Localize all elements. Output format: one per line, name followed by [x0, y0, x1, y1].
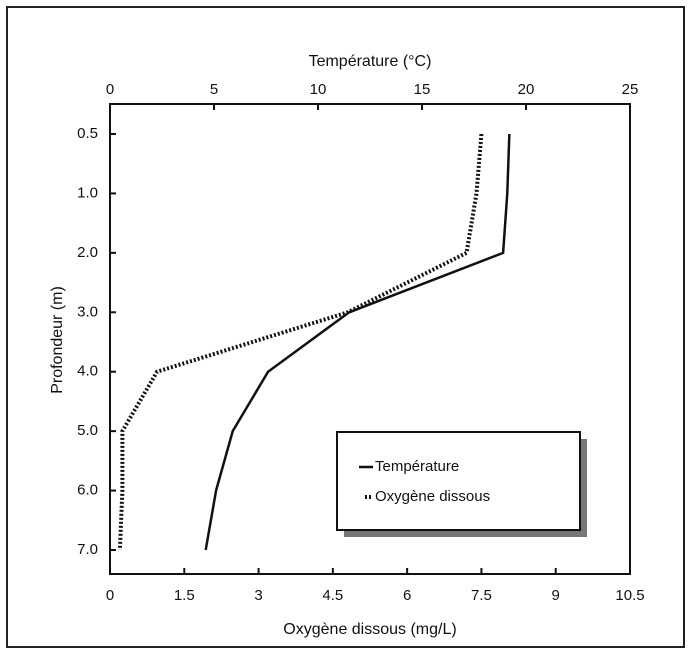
legend-label: Température	[375, 458, 459, 475]
x-tick-label: 7.5	[471, 587, 492, 604]
series-line	[117, 133, 484, 551]
y-tick-label: 5.0	[77, 422, 98, 439]
plot-area	[109, 103, 631, 575]
y-tick-label: 0.5	[77, 125, 98, 142]
x-axis-title: Oxygène dissous (mg/L)	[283, 621, 456, 638]
x2-axis-title: Température (°C)	[309, 53, 432, 70]
x-tick-label: 9	[552, 587, 560, 604]
x-tick-label: 0	[106, 587, 114, 604]
y-tick-label: 6.0	[77, 482, 98, 499]
x2-tick-label: 5	[210, 81, 218, 98]
y-tick-label: 1.0	[77, 184, 98, 201]
x-tick-label: 1.5	[174, 587, 195, 604]
legend	[336, 431, 581, 531]
x-tick-label: 10.5	[615, 587, 644, 604]
x2-tick-label: 20	[518, 81, 535, 98]
y-tick-label: 7.0	[77, 541, 98, 558]
x-tick-label: 4.5	[322, 587, 343, 604]
series-line	[204, 133, 511, 551]
x-tick-label: 6	[403, 587, 411, 604]
y-axis-title: Profondeur (m)	[49, 286, 66, 394]
frame	[6, 6, 685, 648]
x2-tick-label: 25	[622, 81, 639, 98]
x2-tick-label: 10	[310, 81, 327, 98]
y-tick-label: 3.0	[77, 303, 98, 320]
x2-tick-label: 15	[414, 81, 431, 98]
y-tick-label: 2.0	[77, 244, 98, 261]
x-tick-label: 3	[254, 587, 262, 604]
x2-tick-label: 0	[106, 81, 114, 98]
legend-label: Oxygène dissous	[375, 488, 490, 505]
y-tick-label: 4.0	[77, 363, 98, 380]
